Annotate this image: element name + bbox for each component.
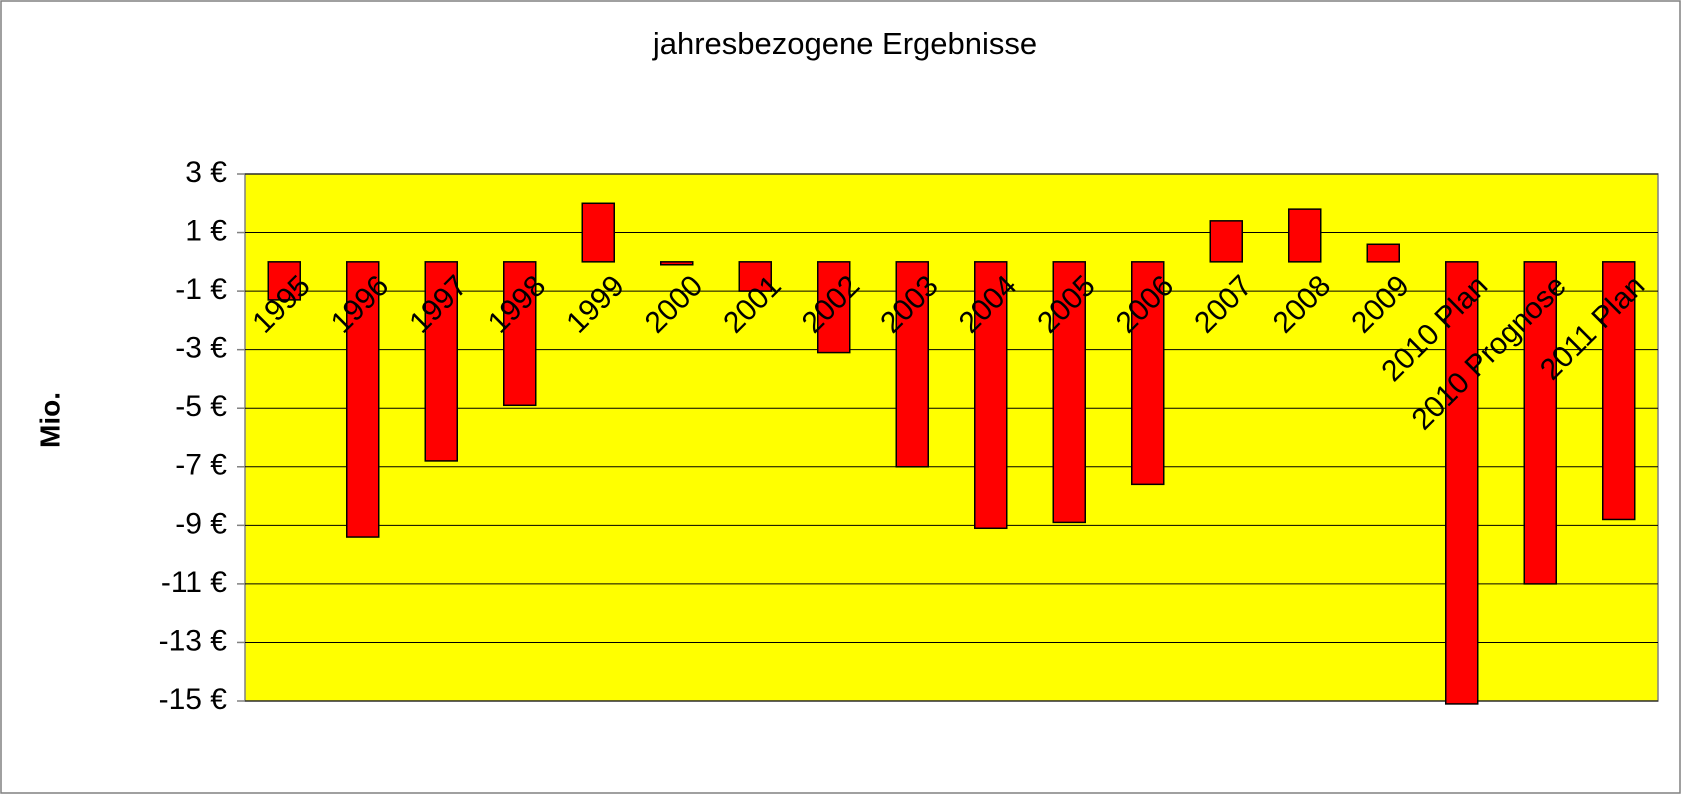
y-tick-label: -11 € bbox=[161, 566, 227, 599]
bar bbox=[346, 261, 380, 538]
bar bbox=[1052, 261, 1086, 524]
bar bbox=[895, 261, 929, 468]
y-tick-label: -1 € bbox=[175, 273, 227, 306]
y-tick-label: 1 € bbox=[185, 214, 227, 247]
y-tick-label: -9 € bbox=[175, 507, 227, 540]
bar bbox=[267, 261, 301, 301]
y-tick-label: -15 € bbox=[159, 683, 228, 716]
bar bbox=[581, 202, 615, 263]
y-tick-label: -5 € bbox=[175, 390, 227, 423]
y-tick-label: -7 € bbox=[175, 449, 227, 482]
bar bbox=[424, 261, 458, 462]
bar bbox=[817, 261, 851, 354]
bar bbox=[1602, 261, 1636, 521]
bar bbox=[503, 261, 537, 407]
chart-title: jahresbezogene Ergebnisse bbox=[652, 26, 1037, 61]
bar bbox=[1445, 261, 1479, 705]
bar bbox=[1523, 261, 1557, 585]
y-tick-label: -13 € bbox=[159, 624, 228, 657]
bar bbox=[1366, 243, 1400, 263]
bar bbox=[738, 261, 772, 292]
bar bbox=[1288, 208, 1322, 263]
bar bbox=[1131, 261, 1165, 486]
bar bbox=[1209, 220, 1243, 263]
plot-area bbox=[244, 173, 1659, 702]
y-tick-label: -3 € bbox=[175, 332, 227, 365]
y-tick-label: 3 € bbox=[185, 156, 227, 189]
bar bbox=[974, 261, 1008, 530]
y-axis-label: Mio. bbox=[34, 392, 65, 448]
bar bbox=[660, 261, 694, 266]
